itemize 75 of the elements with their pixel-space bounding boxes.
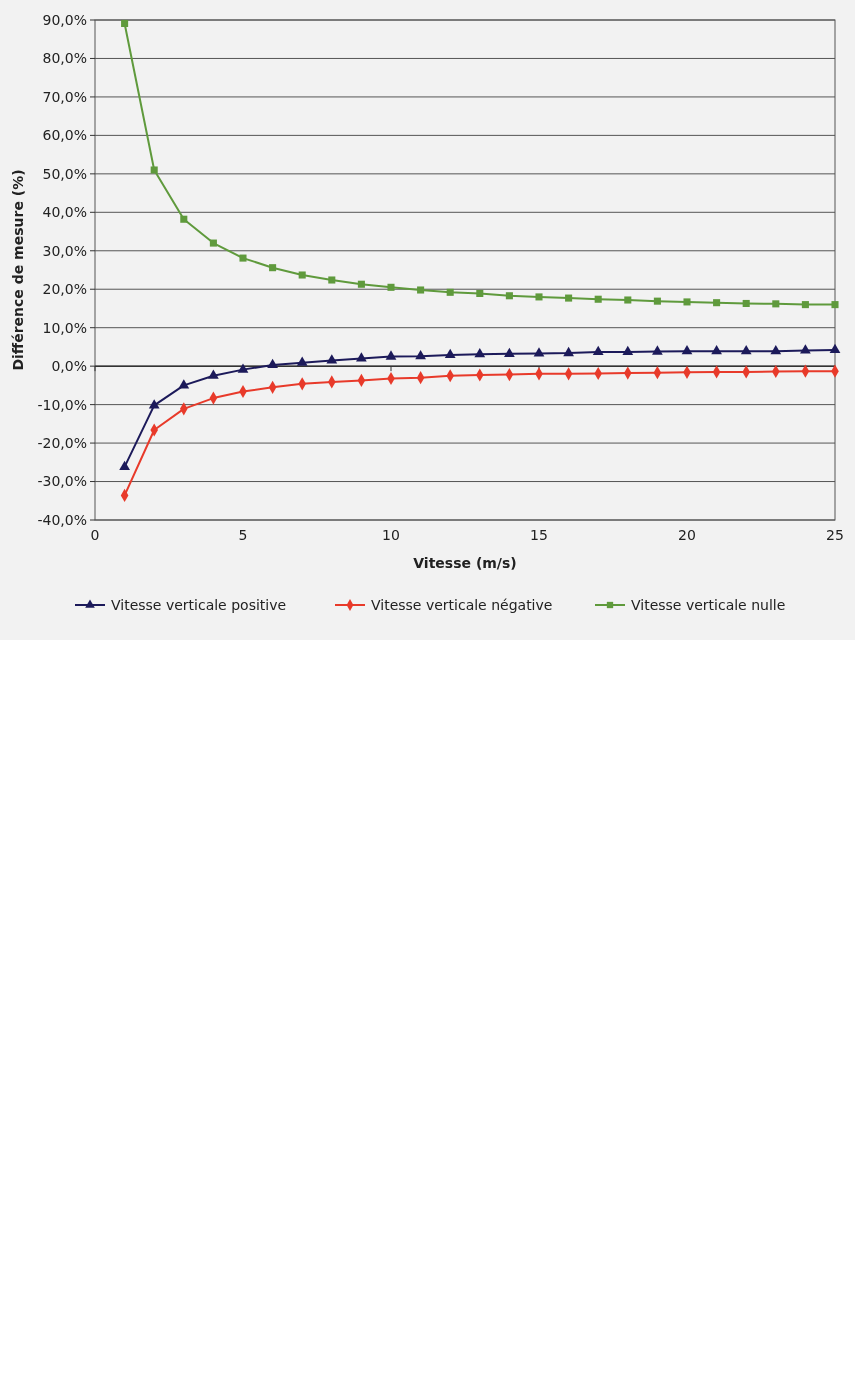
point [209,239,217,247]
point [683,298,691,306]
point [476,289,484,297]
point [121,19,129,27]
point [237,363,249,373]
y-tick-label: 40,0% [42,204,87,221]
y-tick-label: 90,0% [42,11,87,28]
point [444,348,456,359]
legend-label: Vitesse verticale négative [371,596,553,613]
y-tick-label: 20,0% [42,281,87,298]
point [328,276,336,284]
point [742,299,750,307]
legend-label: Vitesse verticale nulle [631,596,786,613]
point [150,166,158,174]
point [119,460,130,471]
x-tick-label: 15 [530,527,548,543]
point [652,345,663,355]
point [624,296,632,304]
point [831,301,839,309]
y-tick-label: -30,0% [37,473,87,490]
point [772,300,780,308]
point [504,347,515,357]
x-tick-label: 20 [678,527,696,543]
y-tick-label: -10,0% [37,396,87,413]
y-tick-label: 0,0% [51,358,87,375]
point [622,345,634,356]
point [565,294,573,302]
point [298,271,306,279]
point [326,354,338,364]
x-tick-label: 25 [826,527,844,543]
point [681,344,693,355]
y-tick-label: 70,0% [42,88,87,105]
legend-label: Vitesse verticale positive [111,596,287,613]
y-tick-label: 50,0% [42,165,87,182]
point [239,254,247,262]
point [770,344,782,355]
point [180,215,188,223]
y-tick-label: -20,0% [37,434,87,451]
y-tick-label: -40,0% [37,511,87,528]
point [801,301,809,309]
point [446,288,454,296]
point [653,297,661,305]
point [474,348,486,358]
y-tick-label: 30,0% [42,242,87,259]
point [415,349,426,360]
point [208,369,219,379]
point [387,283,395,291]
point [740,344,752,355]
x-tick-label: 10 [382,527,400,543]
point [356,352,367,362]
point [178,379,190,389]
point [505,292,513,300]
point [533,347,545,357]
y-axis-title: Différence de mesure (%) [9,169,26,371]
point [267,358,278,369]
point [800,344,811,354]
point [535,293,543,301]
point [269,264,277,272]
point [829,343,841,354]
point [594,295,602,303]
point [592,345,604,356]
point [713,299,721,307]
point [296,356,308,366]
point [357,280,365,288]
point [417,286,425,294]
point [148,399,160,409]
x-tick-label: 0 [90,527,100,543]
x-tick-label: 5 [238,527,248,543]
y-tick-label: 60,0% [42,127,87,144]
y-tick-label: 10,0% [42,319,87,336]
x-axis-title: Vitesse (m/s) [413,555,517,571]
y-tick-label: 80,0% [42,50,87,67]
point [385,350,397,360]
point [711,344,722,355]
point [563,346,574,357]
